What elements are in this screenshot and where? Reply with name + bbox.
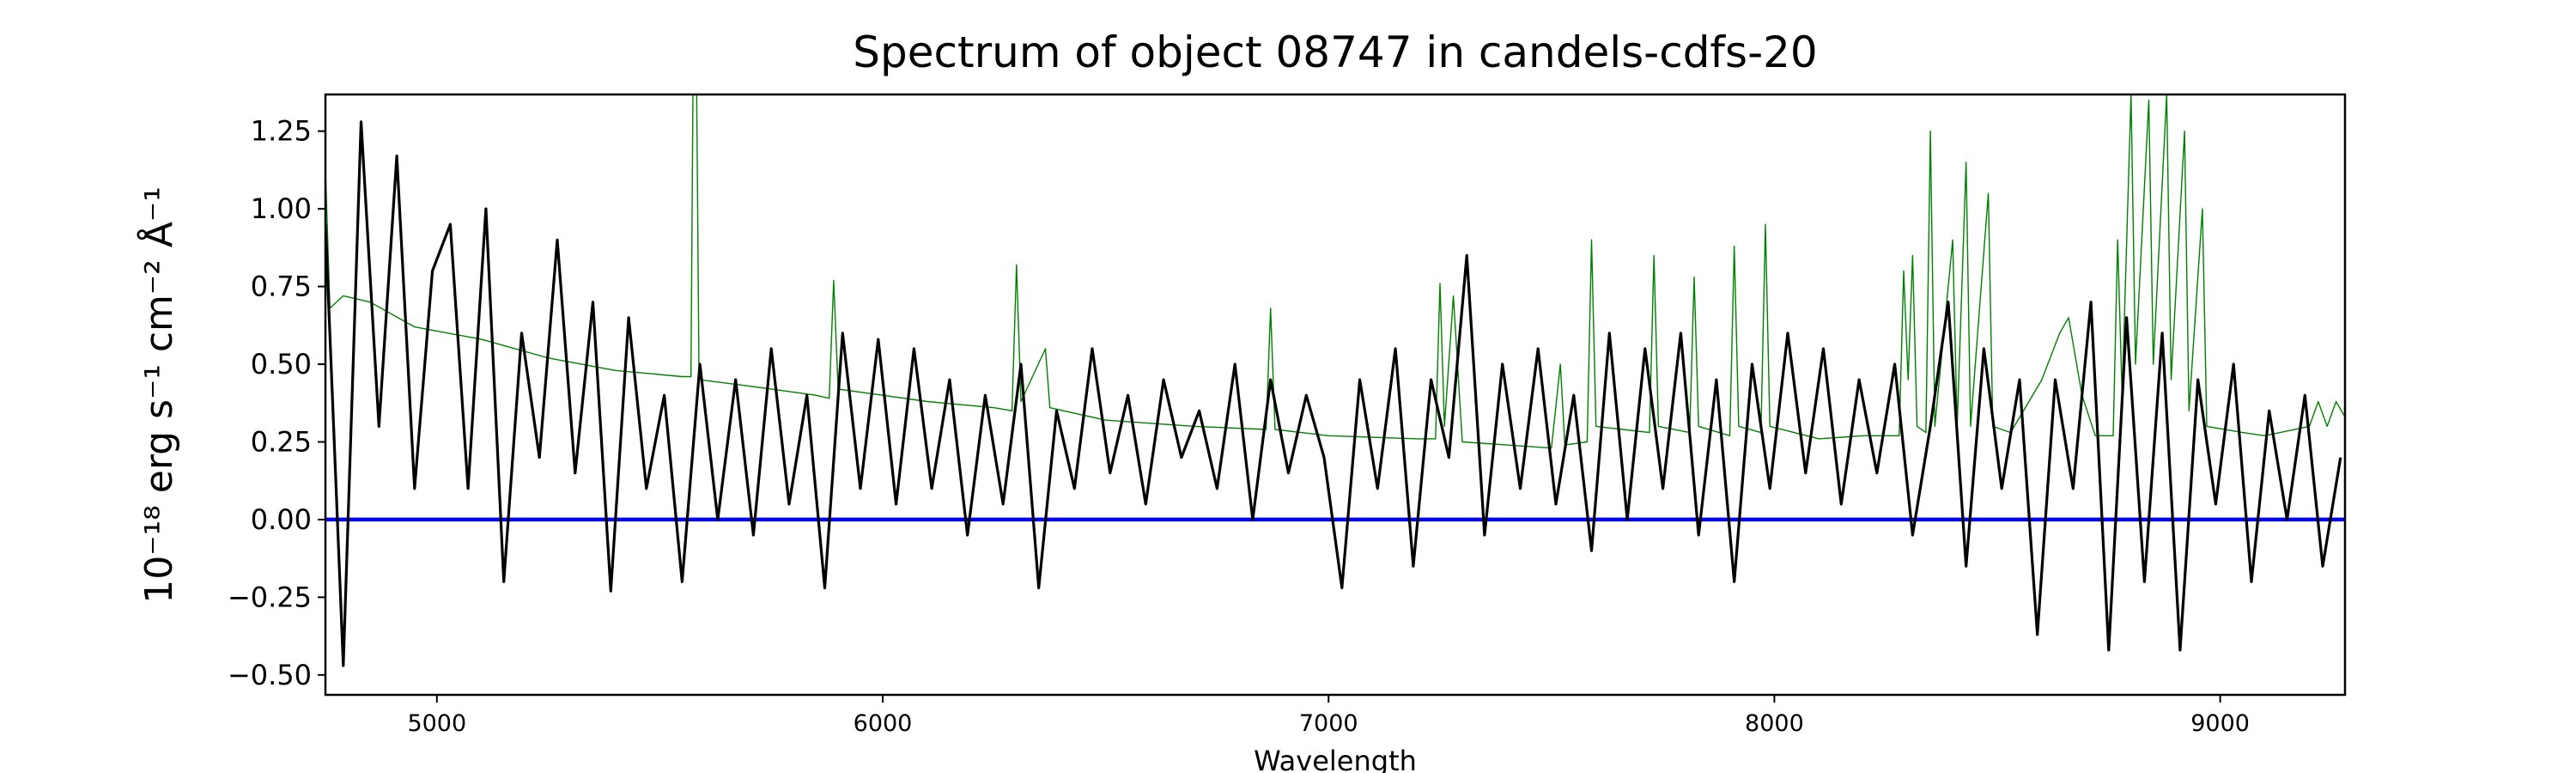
model-line	[325, 94, 2345, 449]
flux-line	[325, 120, 2342, 667]
x-tick-label: 9000	[2190, 710, 2250, 737]
y-tick-label: 1.00	[251, 192, 312, 225]
y-tick-label: 0.75	[251, 271, 312, 303]
y-tick-label: 1.25	[251, 115, 312, 148]
y-tick-label: −0.50	[228, 659, 312, 691]
axes-layer: 5000 6000 7000 8000 9000 −0.50 −0.25 0.00 0.25 0.…	[228, 115, 2250, 737]
y-tick-label: 0.00	[251, 503, 312, 536]
y-axis-label: 10⁻¹⁸ erg s⁻¹ cm⁻² Å⁻¹	[136, 186, 181, 603]
x-tick-label: 8000	[1745, 710, 1804, 737]
series-layer	[325, 94, 2345, 667]
x-tick-label: 6000	[854, 710, 913, 737]
y-tick-label: −0.25	[228, 581, 312, 613]
y-tick-label: 0.50	[251, 348, 312, 380]
x-axis-label: Wavelength	[1254, 745, 1417, 773]
chart-title: Spectrum of object 08747 in candels-cdfs…	[853, 27, 1818, 77]
y-tick-label: 0.25	[251, 425, 312, 458]
plot-frame	[324, 93, 2347, 697]
x-tick-label: 5000	[407, 710, 466, 737]
x-tick-label: 7000	[1299, 710, 1358, 737]
